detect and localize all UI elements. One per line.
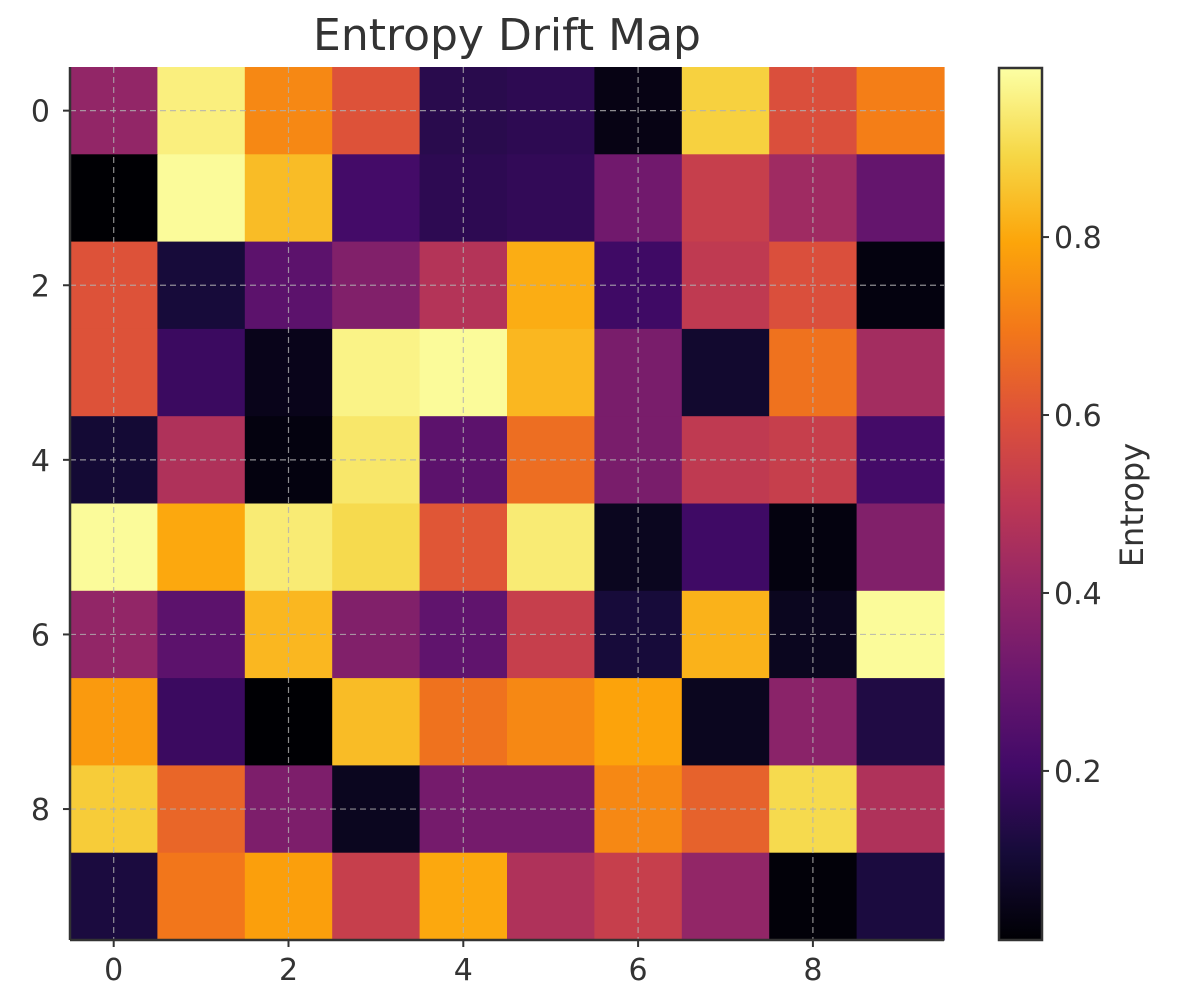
heatmap-cell-r2-c6 [594,241,683,330]
heatmap-cell-r3-c9 [856,328,945,417]
axes: 0 2 4 6 8 0 2 4 6 8 [31,67,944,988]
colorbar-tick-label: 0.2 [1054,755,1102,790]
grid-lines [70,67,944,940]
x-tick-label: 4 [454,953,473,988]
heatmap-cell-r7-c9 [856,678,945,766]
heatmap-cell-r1-c7 [681,154,770,243]
x-tick-label: 2 [279,953,298,988]
heatmap-cell-r5-c3 [332,503,421,592]
heatmap-cell-r1-c9 [856,154,945,243]
heatmap-cell-r7-c1 [157,678,246,766]
colorbar-label: Entropy [1113,443,1151,567]
x-tick-label: 6 [629,953,648,988]
heatmap-cell-r5-c9 [856,503,945,592]
heatmap-cell-r3-c3 [332,328,421,417]
colorbar-tick-label: 0.4 [1054,577,1102,612]
heatmap-cell-r9-c1 [157,852,246,941]
heatmap-cell-r9-c7 [681,852,770,941]
colorbar-gradient [997,66,1044,942]
heatmap-cell-r1-c5 [507,154,595,243]
heatmap-cell-r5-c7 [681,503,770,592]
heatmap-cell-r2-c2 [244,241,333,330]
colorbar-tick-label: 0.6 [1054,399,1102,434]
y-tick-label: 6 [31,618,50,653]
heatmap-cell-r3-c5 [507,328,595,417]
heatmap-cell-r9-c3 [332,852,421,941]
heatmap-cell-r6-c2 [244,590,333,679]
y-tick-label: 2 [31,269,50,304]
heatmap-cell-r7-c3 [332,678,421,766]
heatmap-cell-r3-c1 [157,328,246,417]
y-tick-label: 4 [31,444,50,479]
x-tick-label: 8 [803,953,822,988]
heatmap-cell-r5-c1 [157,503,246,592]
y-tick-label: 8 [31,793,50,828]
heatmap-cell-r1-c3 [332,154,421,243]
heatmap-cell-r9-c5 [507,852,595,941]
heatmap-cell-r9-c9 [856,852,945,941]
colorbar: 0.2 0.4 0.6 0.8 [997,66,1102,942]
colorbar-tick-label: 0.8 [1054,221,1102,256]
x-tick-label: 0 [104,953,123,988]
heatmap-cell-r6-c6 [594,590,683,679]
heatmap-cell-r3-c7 [681,328,770,417]
heatmap-cell-r5-c5 [507,503,595,592]
heatmap-cell-r7-c7 [681,678,770,766]
heatmap-cell-r1-c1 [157,154,246,243]
chart-title: Entropy Drift Map [313,10,701,61]
y-tick-label: 0 [31,95,50,130]
heatmap-cell-r7-c5 [507,678,595,766]
